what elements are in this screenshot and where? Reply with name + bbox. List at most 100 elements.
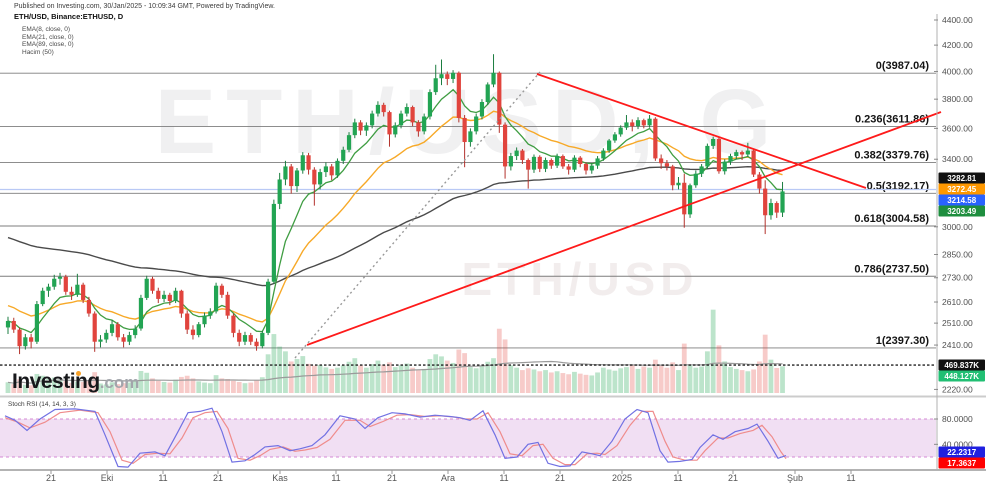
candle-body [248,335,253,342]
volume-bar [600,367,606,393]
stoch-badge [938,446,985,458]
volume-bar [306,363,311,393]
volume-bar [202,382,207,393]
candle-body [104,332,109,340]
volume-bar [352,358,358,393]
candle-body [514,150,519,157]
volume-bar [751,369,757,393]
candle-body [352,122,357,136]
candle-body [728,156,733,162]
time-tick-label: 2025 [612,473,632,483]
price-tick-label: 4400.00 [942,15,973,25]
time-tick-label: Kas [272,473,288,483]
candle-body [682,182,687,215]
candle-body [144,278,149,298]
candle-body [589,165,594,171]
volume-bar [745,371,751,393]
candle-body [433,78,438,93]
volume-bar [421,368,427,393]
stoch-band [0,419,936,457]
candle-body [751,150,756,175]
candle-body [358,122,363,131]
volume-bar [57,379,63,393]
candle-body [595,158,600,166]
candle-body [722,161,727,172]
volume-bar [491,358,496,393]
volume-bar [450,362,456,393]
volume-bar [554,371,560,393]
volume-bar [548,372,554,393]
candle-body [150,278,155,291]
volume-bar [259,377,265,393]
volume-bar [641,366,647,393]
published-line: Published on Investing.com, 30/Jan/2025 … [14,3,275,10]
price-badge [938,194,985,206]
fib-label: 0(3987.04) [876,60,930,72]
volume-bar [618,368,624,393]
volume-bar [329,368,335,393]
volume-bar [479,365,485,393]
candle-body [664,163,670,167]
volume-bar [173,379,179,393]
price-tick-label: 4000.00 [942,66,973,76]
fib-label: 1(2397.30) [876,335,930,347]
volume-bar [11,384,17,393]
candle-body [572,157,577,170]
volume-bar [456,349,462,393]
volume-bar [473,368,479,393]
candle-body [375,104,381,114]
volume-bar [190,378,196,393]
time-tick-label: 21 [728,473,738,483]
volume-bar [98,383,103,393]
candle-body [647,118,652,126]
candle-body [462,117,467,143]
candle-body [260,332,265,347]
volume-bar [433,354,439,393]
candle-body [612,134,617,141]
candle-body [185,313,190,330]
candle-body [364,125,369,131]
candle-body [630,122,635,127]
volume-bar [733,368,739,393]
volume-bar [410,367,415,393]
candle-body [225,294,230,316]
volume-bar [647,367,652,393]
investing-logo: Investing .com [12,370,139,394]
candle-body [739,152,745,155]
volume-bar [236,381,242,393]
volume-bar [728,367,733,393]
volume-bar [132,380,138,393]
volume-bar [340,365,346,393]
volume-bar [444,360,450,393]
candle-body [393,125,398,135]
candle-body [531,156,537,170]
stoch-badge [938,457,985,469]
candle-body [768,203,774,216]
volume-bar [51,377,57,393]
volume-bar [415,370,421,393]
price-badge-text: 3282.81 [947,174,976,183]
price-tick-label: 4200.00 [942,40,973,50]
candle-body [456,72,461,118]
candle-body [167,294,172,301]
volume-bar [699,366,704,393]
candle-body [474,116,479,132]
volume-bar [121,383,126,393]
candle-body [196,324,201,336]
candle-body [40,290,45,305]
stoch-rsi-label: Stoch RSI (14, 14, 3, 3) [8,401,76,408]
volume-bar [40,375,46,393]
candle-body [266,281,271,333]
time-tick-label: Ara [441,473,455,483]
volume-bar [525,368,531,393]
candle-body [115,324,120,338]
fib-label: 0.5(3192.17) [867,180,930,192]
price-tick-label: 2610.00 [942,297,973,307]
stoch-badge-text: 17.3637 [947,459,976,468]
volume-bar [150,378,155,393]
candle-body [427,92,433,117]
candle-body [699,166,704,174]
volume-bar [144,372,150,393]
volume-bar [583,374,589,393]
